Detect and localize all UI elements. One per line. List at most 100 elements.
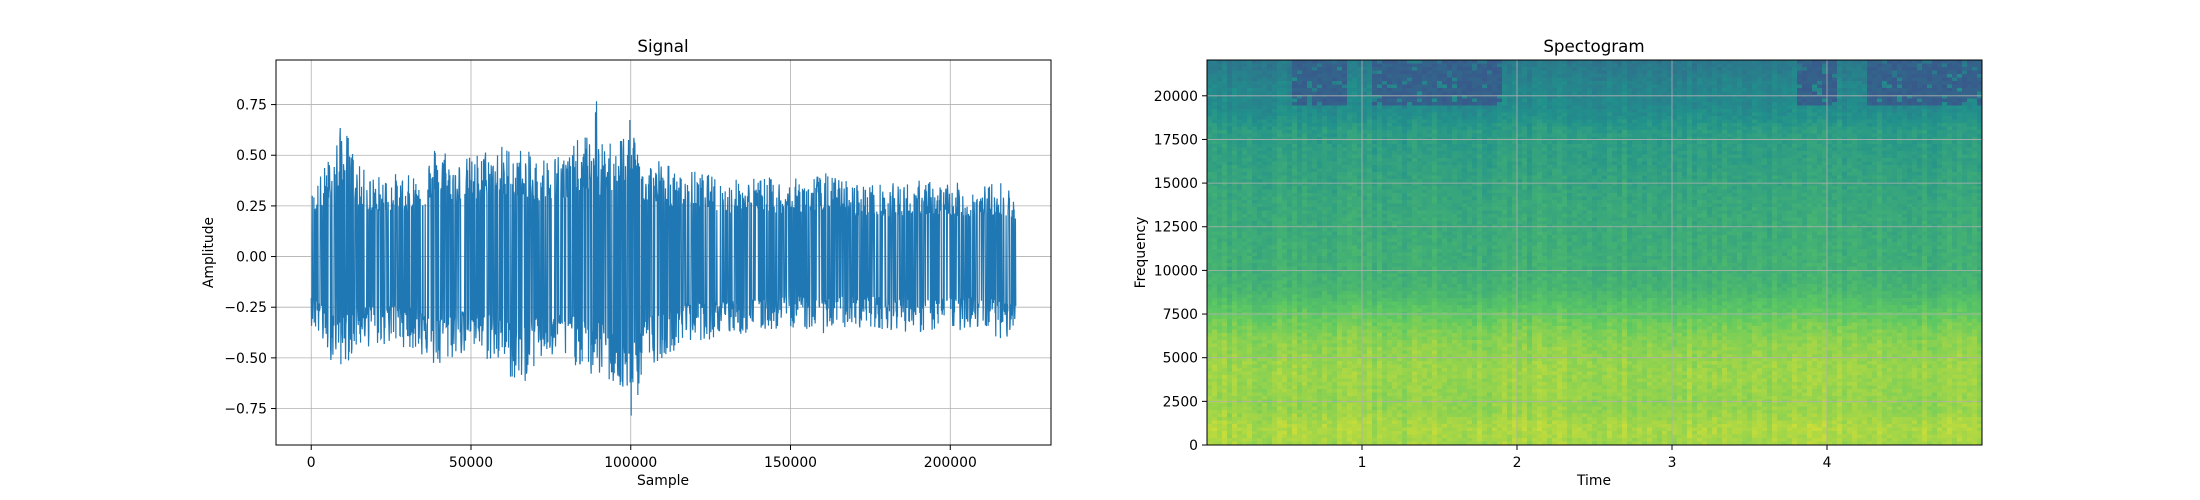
spectrogram-cell [1417,389,1423,393]
spectrogram-cell [1257,396,1263,400]
spectrogram-cell [1252,434,1258,439]
spectrogram-cell [1217,263,1223,267]
spectrogram-cell [1292,301,1298,306]
spectrogram-cell [1262,259,1268,264]
spectrogram-cell [1267,175,1273,180]
spectrogram-cell [1422,112,1428,117]
spectrogram-cell [1422,441,1428,446]
spectrogram-cell [1422,95,1428,99]
spectrogram-cell [1317,228,1323,232]
spectrogram-cell [1372,329,1378,334]
spectrogram-cell [1257,98,1263,103]
spectrogram-cell [1342,340,1348,344]
spectrogram-cell [1362,74,1368,78]
spectrogram-cell [1237,427,1243,432]
spectrogram-cell [1402,88,1408,92]
spectrogram-cell [1207,84,1213,89]
spectrogram-cell [1332,354,1338,358]
spectrogram-cell [1227,417,1233,421]
spectrogram-cell [1407,308,1413,313]
spectrogram-cell [1387,249,1393,253]
spectrogram-cell [1417,161,1423,166]
spectrogram-cell [1387,343,1393,348]
spectrogram-cell [1367,102,1373,106]
spectrogram-cell [1342,322,1348,327]
spectrogram-cell [1412,182,1418,187]
spectrogram-cell [1247,95,1253,99]
spectrogram-cell [1312,77,1318,82]
spectrogram-cell [1297,116,1303,120]
spectrogram-cell [1367,326,1373,330]
spectrogram-cell [1332,119,1338,124]
spectrogram-cell [1327,221,1333,225]
spectrogram-cell [1227,284,1233,288]
spectrogram-cell [1417,431,1423,435]
spectrogram-cell [1237,406,1243,411]
spectrogram-cell [1377,161,1383,166]
spectrogram-cell [1247,144,1253,148]
spectrogram-cell [1342,158,1348,162]
spectrogram-cell [1322,84,1328,89]
spectrogram-cell [1362,333,1368,337]
spectrogram-cell [1387,375,1393,379]
spectrogram-cell [1232,273,1238,278]
spectrogram-cell [1402,431,1408,435]
spectrogram-cell [1222,291,1228,295]
spectrogram-cell [1347,182,1353,187]
spectrogram-cell [1377,221,1383,225]
spectrogram-cell [1387,441,1393,446]
spectrogram-cell [1317,252,1323,257]
spectrogram-cell [1212,368,1218,372]
spectrogram-cell [1272,350,1278,355]
spectrogram-cell [1412,343,1418,348]
spectrogram-cell [1402,392,1408,397]
spectrogram-cell [1257,140,1263,145]
spectrogram-cell [1217,175,1223,180]
spectrogram-cell [1362,161,1368,166]
spectrogram-cell [1297,130,1303,134]
spectrogram-cell [1252,203,1258,208]
spectrogram-cell [1327,151,1333,155]
spectrogram-cell [1402,368,1408,372]
spectrogram-cell [1237,217,1243,222]
spectrogram-cell [1337,252,1343,257]
spectrogram-cell [1427,284,1433,288]
spectrogram-cell [1402,294,1408,299]
spectrogram-cell [1267,165,1273,169]
spectrogram-cell [1377,364,1383,369]
spectrogram-cell [1272,95,1278,99]
spectrogram-cell [1287,119,1293,124]
spectrogram-cell [1317,298,1323,302]
spectrogram-cell [1207,277,1213,281]
spectrogram-cell [1262,273,1268,278]
spectrogram-cell [1247,214,1253,218]
spectrogram-cell [1267,368,1273,372]
spectrogram-cell [1212,424,1218,428]
spectrogram-cell [1417,116,1423,120]
spectrogram-cell [1427,361,1433,365]
spectrogram-cell [1252,109,1258,113]
spectrogram-cell [1392,158,1398,162]
spectrogram-cell [1402,84,1408,89]
spectrogram-cell [1272,123,1278,127]
spectrogram-cell [1252,364,1258,369]
spectrogram-cell [1427,336,1433,341]
spectrogram-cell [1232,98,1238,103]
spectrogram-cell [1387,144,1393,148]
spectrogram-cell [1357,116,1363,120]
spectrogram-cell [1317,301,1323,306]
spectrogram-cell [1272,175,1278,180]
spectrogram-cell [1427,420,1433,425]
spectrogram-cell [1392,214,1398,218]
spectrogram-cell [1312,403,1318,407]
spectrogram-cell [1412,252,1418,257]
spectrogram-cell [1207,98,1213,103]
spectrogram-cell [1412,217,1418,222]
spectrogram-cell [1332,350,1338,355]
spectrogram-cell [1327,368,1333,372]
spectrogram-cell [1322,420,1328,425]
spectrogram-cell [1207,140,1213,145]
spectrogram-cell [1377,158,1383,162]
spectrogram-cell [1387,420,1393,425]
spectrogram-cell [1212,410,1218,414]
